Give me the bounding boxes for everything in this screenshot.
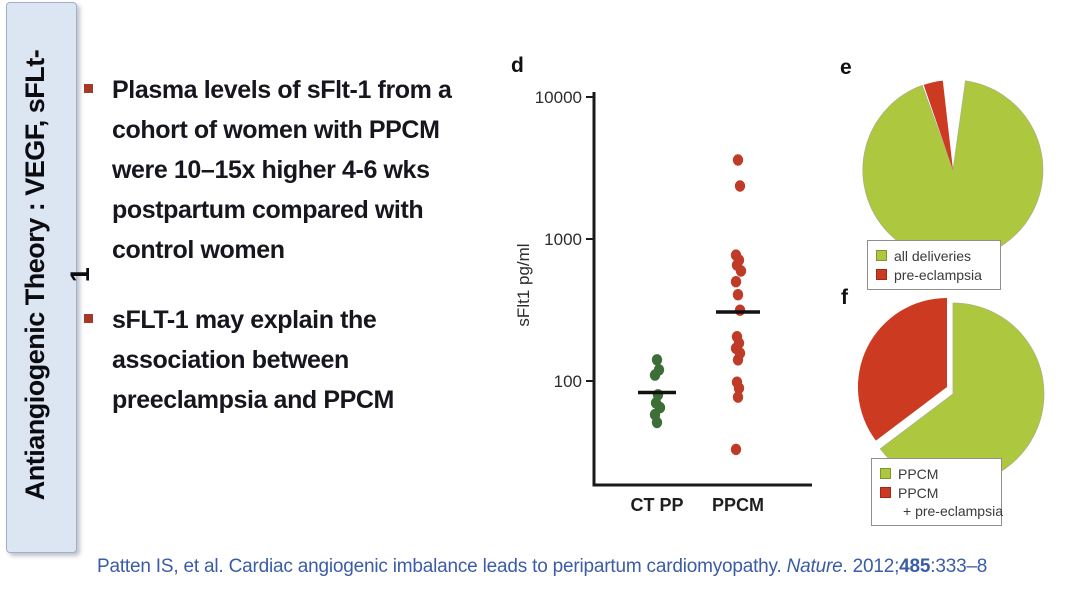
vertical-title-bar — [6, 2, 77, 553]
legend-swatch-red-icon — [876, 269, 887, 280]
slide-title-line2: 1 — [65, 267, 95, 283]
legend-swatch-red-icon — [880, 487, 891, 498]
svg-text:100: 100 — [554, 372, 582, 391]
citation-text: Patten IS, et al. Cardiac angiogenic imb… — [97, 556, 787, 577]
slide-title-line1: Antiangiogenic Theory : VEGF, sFLt- — [20, 49, 50, 501]
bullet-text-2: sFLT-1 may explain the association betwe… — [112, 300, 562, 420]
bullet-1-line: control women — [112, 236, 285, 264]
citation-journal: Nature — [786, 556, 843, 577]
bullet-marker-icon — [84, 314, 93, 323]
svg-text:10000: 10000 — [535, 88, 582, 107]
legend-item: all deliveries — [876, 246, 992, 265]
svg-text:PPCM: PPCM — [712, 495, 764, 515]
bullet-1-line: postpartum compared with — [112, 196, 424, 224]
legend-pie-e: all deliveries pre-eclampsia — [867, 240, 1001, 290]
legend-pie-f: PPCM PPCM + pre-eclampsia — [871, 458, 1003, 526]
legend-label: all deliveries — [894, 247, 972, 264]
legend-label: PPCM — [898, 465, 939, 482]
citation-pages: :333–8 — [930, 556, 988, 577]
bullet-2-line: sFLT-1 may explain the — [112, 306, 377, 334]
legend-swatch-green-icon — [880, 468, 891, 479]
svg-text:CT PP: CT PP — [630, 495, 683, 515]
bullet-1-line: cohort of women with PPCM — [112, 116, 440, 144]
legend-label: pre-eclampsia — [894, 266, 982, 283]
bullet-1-line: Plasma levels of sFlt-1 from a — [112, 76, 452, 104]
legend-item: pre-eclampsia — [876, 265, 992, 284]
panel-label-e: e — [840, 56, 852, 79]
bullet-marker-icon — [84, 84, 93, 93]
panel-label-f: f — [841, 286, 848, 309]
citation: Patten IS, et al. Cardiac angiogenic imb… — [97, 556, 987, 578]
bullet-2-line: preeclampsia and PPCM — [112, 386, 394, 414]
bullet-1-line: were 10–15x higher 4-6 wks — [112, 156, 430, 184]
legend-swatch-green-icon — [876, 250, 887, 261]
legend-item: PPCM — [880, 483, 993, 502]
legend-item: PPCM — [880, 464, 993, 483]
bullet-2-line: association between — [112, 346, 349, 374]
citation-year: . 2012; — [842, 556, 900, 577]
svg-text:sFlt1 pg/ml: sFlt1 pg/ml — [514, 243, 533, 326]
pie-charts-e-f — [857, 80, 1045, 486]
bullet-text-1: Plasma levels of sFlt-1 from a cohort of… — [112, 70, 562, 270]
sflt1-dot-plot: 100 1000 10000 sFlt1 pg/ml CT PP PPCM — [514, 88, 812, 515]
panel-label-d: d — [511, 54, 524, 77]
svg-text:1000: 1000 — [544, 230, 582, 249]
legend-label: PPCM — [898, 484, 939, 501]
citation-volume: 485 — [899, 556, 931, 577]
legend-label-second-line: + pre-eclampsia — [903, 503, 1003, 519]
